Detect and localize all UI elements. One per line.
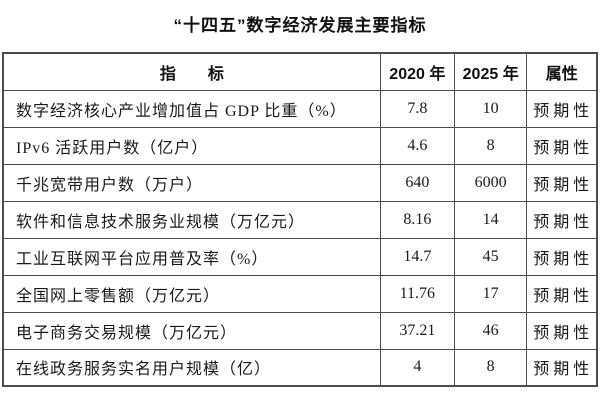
attribute-cell: 预期性 [526, 348, 598, 387]
value-2025-cell: 14 [453, 200, 528, 239]
indicator-cell: IPv6 活跃用户数（亿户） [2, 126, 381, 165]
indicator-cell: 千兆宽带用户数（万户） [2, 163, 381, 202]
value-2025-cell: 10 [453, 89, 528, 128]
value-2025-cell: 6000 [453, 163, 528, 202]
value-2020-cell: 14.7 [379, 237, 455, 276]
attribute-cell: 预期性 [526, 237, 598, 276]
value-2025-cell: 46 [453, 311, 528, 350]
table-row: 千兆宽带用户数（万户） 640 6000 预期性 [2, 163, 598, 202]
col-header-2020: 2020 年 [379, 52, 455, 91]
value-2025-cell: 8 [453, 348, 528, 387]
indicators-table: 指 标 2020 年 2025 年 属性 数字经济核心产业增加值占 GDP 比重… [2, 52, 598, 387]
table-row: IPv6 活跃用户数（亿户） 4.6 8 预期性 [2, 126, 598, 165]
table-row: 工业互联网平台应用普及率（%） 14.7 45 预期性 [2, 237, 598, 276]
value-2020-cell: 37.21 [379, 311, 455, 350]
indicator-cell: 软件和信息技术服务业规模（万亿元） [2, 200, 381, 239]
value-2025-cell: 45 [453, 237, 528, 276]
col-header-attribute: 属性 [526, 52, 598, 91]
table-row: 数字经济核心产业增加值占 GDP 比重（%） 7.8 10 预期性 [2, 89, 598, 128]
table-row: 软件和信息技术服务业规模（万亿元） 8.16 14 预期性 [2, 200, 598, 239]
value-2020-cell: 11.76 [379, 274, 455, 313]
indicator-cell: 在线政务服务实名用户规模（亿） [2, 348, 381, 387]
attribute-cell: 预期性 [526, 311, 598, 350]
indicator-cell: 数字经济核心产业增加值占 GDP 比重（%） [2, 89, 381, 128]
col-header-indicator: 指 标 [2, 52, 381, 91]
value-2020-cell: 640 [379, 163, 455, 202]
header-row: 指 标 2020 年 2025 年 属性 [2, 52, 598, 91]
value-2020-cell: 4 [379, 348, 455, 387]
attribute-cell: 预期性 [526, 89, 598, 128]
table-row: 在线政务服务实名用户规模（亿） 4 8 预期性 [2, 348, 598, 387]
value-2025-cell: 17 [453, 274, 528, 313]
table-row: 全国网上零售额（万亿元） 11.76 17 预期性 [2, 274, 598, 313]
value-2025-cell: 8 [453, 126, 528, 165]
col-header-2025: 2025 年 [453, 52, 528, 91]
attribute-cell: 预期性 [526, 200, 598, 239]
value-2020-cell: 7.8 [379, 89, 455, 128]
value-2020-cell: 8.16 [379, 200, 455, 239]
indicator-cell: 全国网上零售额（万亿元） [2, 274, 381, 313]
indicator-cell: 工业互联网平台应用普及率（%） [2, 237, 381, 276]
page-title: “十四五”数字经济发展主要指标 [173, 16, 427, 35]
indicator-cell: 电子商务交易规模（万亿元） [2, 311, 381, 350]
attribute-cell: 预期性 [526, 163, 598, 202]
value-2020-cell: 4.6 [379, 126, 455, 165]
attribute-cell: 预期性 [526, 126, 598, 165]
table-row: 电子商务交易规模（万亿元） 37.21 46 预期性 [2, 311, 598, 350]
attribute-cell: 预期性 [526, 274, 598, 313]
